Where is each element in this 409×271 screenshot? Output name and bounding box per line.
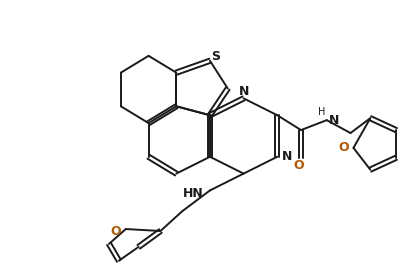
Text: O: O xyxy=(110,224,121,237)
Text: N: N xyxy=(328,114,338,127)
Text: H: H xyxy=(317,107,325,117)
Text: O: O xyxy=(293,159,303,172)
Text: N: N xyxy=(238,85,248,98)
Text: S: S xyxy=(211,50,220,63)
Text: HN: HN xyxy=(183,187,204,200)
Text: N: N xyxy=(281,150,292,163)
Text: O: O xyxy=(337,141,348,154)
